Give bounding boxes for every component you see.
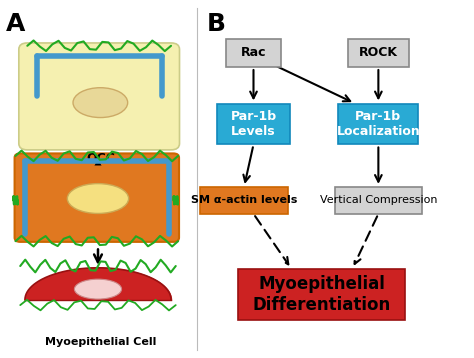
Ellipse shape <box>67 184 128 213</box>
FancyBboxPatch shape <box>338 103 419 144</box>
FancyBboxPatch shape <box>335 187 422 214</box>
Text: Myoepithelial
Differentiation: Myoepithelial Differentiation <box>253 275 391 314</box>
Text: Par-1b
Levels: Par-1b Levels <box>230 110 276 138</box>
FancyBboxPatch shape <box>201 187 288 214</box>
FancyBboxPatch shape <box>15 154 179 242</box>
Text: Rac: Rac <box>241 47 266 59</box>
Text: Par-1b
Localization: Par-1b Localization <box>337 110 420 138</box>
Text: SM α-actin levels: SM α-actin levels <box>191 195 297 205</box>
FancyBboxPatch shape <box>33 165 161 230</box>
FancyBboxPatch shape <box>348 39 409 67</box>
Text: B: B <box>206 12 225 36</box>
FancyBboxPatch shape <box>238 269 405 320</box>
Text: Vertical Compression: Vertical Compression <box>319 195 437 205</box>
FancyBboxPatch shape <box>19 43 180 150</box>
Text: Myoepithelial Cell: Myoepithelial Cell <box>45 337 156 347</box>
FancyBboxPatch shape <box>227 39 281 67</box>
Text: A: A <box>6 12 26 36</box>
Text: OCC: OCC <box>86 153 115 165</box>
Ellipse shape <box>73 88 128 117</box>
Text: ROCK: ROCK <box>359 47 398 59</box>
FancyBboxPatch shape <box>217 103 290 144</box>
Ellipse shape <box>74 279 121 299</box>
